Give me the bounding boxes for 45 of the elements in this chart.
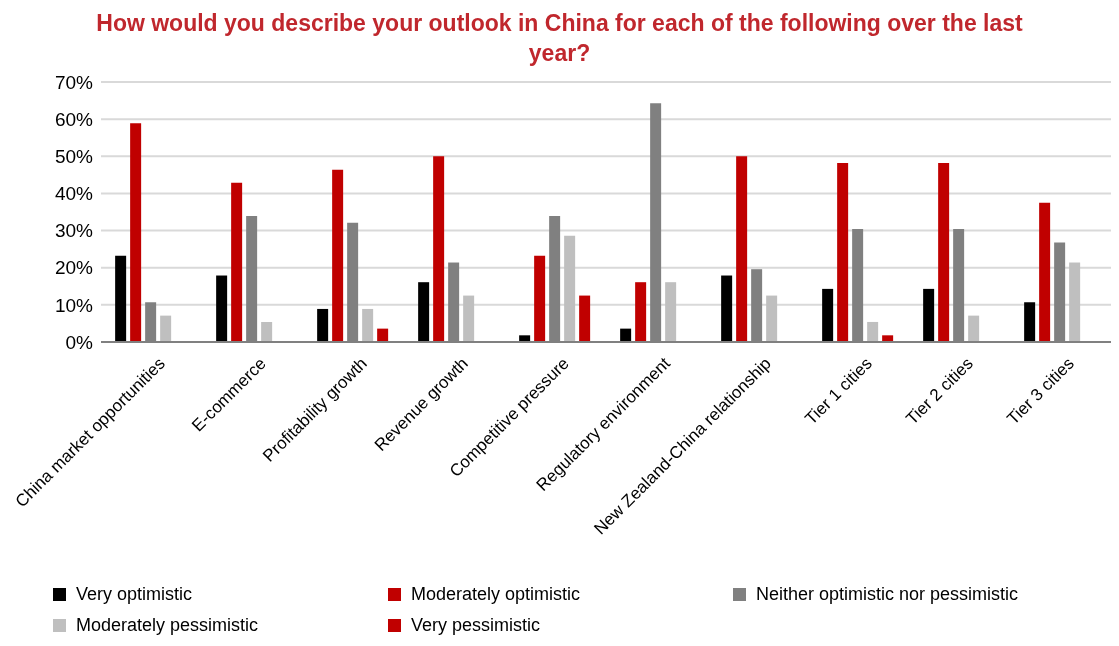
y-tick-label: 0%: [65, 331, 94, 353]
bar: [418, 282, 430, 342]
chart-title: How would you describe your outlook in China for each of the following over the last year?: [96, 10, 1023, 66]
bar: [362, 308, 374, 342]
bar: [317, 308, 329, 342]
bar: [231, 182, 243, 342]
bar: [938, 162, 950, 342]
bar: [377, 328, 389, 342]
y-tick-label: 10%: [54, 294, 94, 316]
bar: [736, 156, 748, 342]
bar: [923, 288, 935, 342]
legend-label: Neither optimistic nor pessimistic: [756, 584, 1019, 605]
bar: [635, 282, 647, 342]
y-tick-label: 70%: [54, 71, 94, 93]
bar: [115, 255, 127, 342]
bar: [968, 315, 980, 342]
bar: [130, 123, 142, 342]
bar: [332, 169, 344, 342]
bar: [261, 321, 273, 342]
y-tick-label: 50%: [54, 146, 94, 168]
y-tick-label: 40%: [54, 183, 94, 205]
legend-label: Moderately optimistic: [411, 584, 581, 605]
bar: [564, 235, 576, 342]
legend-label: Very optimistic: [76, 584, 193, 605]
bar: [665, 282, 677, 342]
legend-label: Very pessimistic: [411, 615, 541, 636]
bar: [620, 328, 632, 342]
bar: [1039, 202, 1051, 342]
y-tick-label: 30%: [54, 220, 94, 242]
legend-label: Moderately pessimistic: [76, 615, 259, 636]
bar: [766, 295, 778, 342]
bar: [579, 295, 591, 342]
y-tick-label: 20%: [54, 257, 94, 279]
bar: [160, 315, 172, 342]
bar: [463, 295, 475, 342]
bar: [1069, 262, 1081, 342]
bar: [721, 275, 733, 342]
bar: [867, 321, 879, 342]
bar: [534, 255, 546, 342]
bar: [822, 288, 834, 342]
bar: [433, 156, 445, 342]
bar: [1024, 302, 1036, 342]
y-tick-label: 60%: [54, 108, 94, 130]
bar: [216, 275, 228, 342]
bar: [837, 162, 849, 342]
